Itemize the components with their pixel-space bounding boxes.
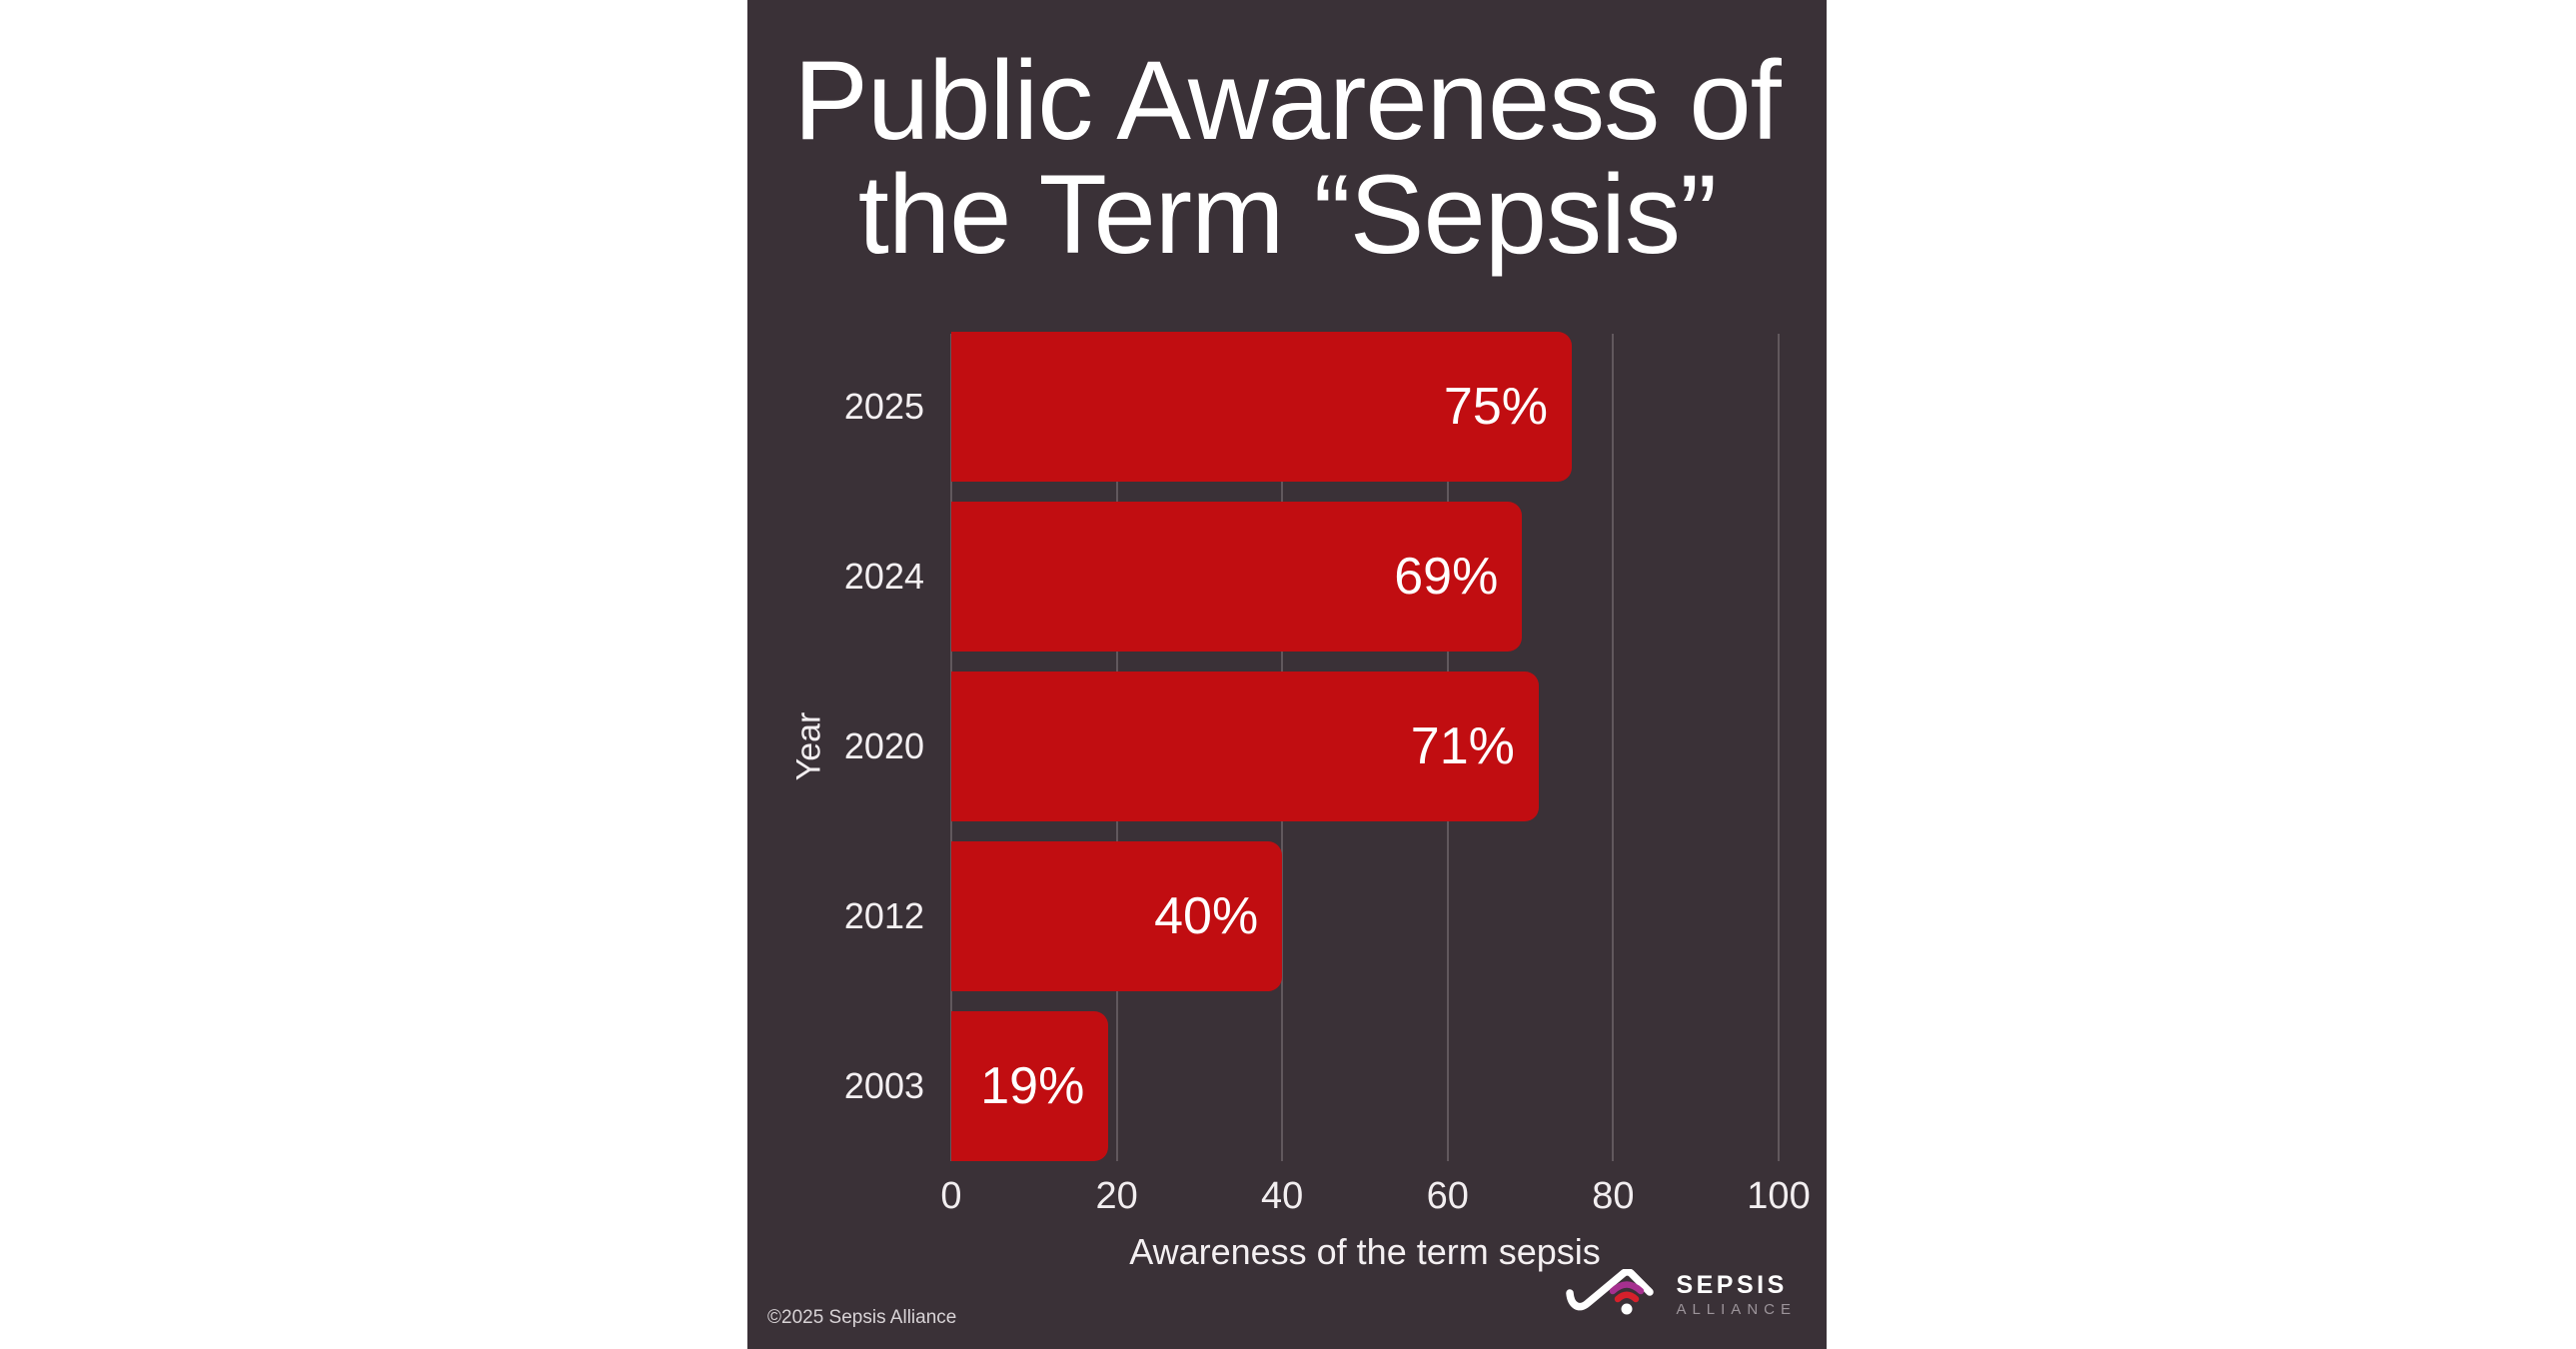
x-tick-label-0: 0 [940,1175,962,1217]
plot-area: 2025 75% 2024 69% 2020 71% 2012 40% 2003 19% [844,332,1780,1161]
bar-2025: 75% [951,332,1572,482]
copyright-text: ©2025 Sepsis Alliance [767,1307,957,1328]
bars-layer: 2025 75% 2024 69% 2020 71% 2012 40% 2003 19% [844,332,1779,1161]
sepsis-alliance-logo: SEPSIS ALLIANCE [1566,1269,1797,1321]
y-tick-label-2003: 2003 [843,1065,924,1106]
y-tick-label-2024: 2024 [843,556,924,597]
bar-row-2024: 2024 69% [844,502,1779,652]
bar-row-2012: 2012 40% [844,841,1779,991]
chart-panel: Public Awareness of the Term “Sepsis” Ye… [747,0,1827,1349]
chart-title-line-2: the Term “Sepsis” [857,152,1718,278]
bar-2012: 40% [951,841,1283,991]
x-tick-label-100: 100 [1747,1175,1811,1217]
logo-wordmark: SEPSIS ALLIANCE [1676,1270,1797,1319]
logo-subname: ALLIANCE [1676,1301,1797,1318]
bar-value-label-2012: 40% [1154,887,1259,945]
y-tick-label-2012: 2012 [843,895,924,936]
gridline-100 [1778,334,1780,1161]
bar-value-label-2020: 71% [1410,717,1515,775]
chart-title-line-1: Public Awareness of [793,38,1782,163]
chart-title: Public Awareness of the Term “Sepsis” [747,38,1827,278]
x-tick-label-60: 60 [1426,1175,1469,1217]
bar-row-2003: 2003 19% [844,1011,1779,1161]
x-axis-tick-labels: 0 20 40 60 80 100 [940,1175,1810,1219]
logo-swoosh-icon [1566,1269,1655,1315]
x-tick-label-80: 80 [1592,1175,1635,1217]
y-tick-label-2025: 2025 [843,386,924,427]
x-tick-label-40: 40 [1261,1175,1304,1217]
y-tick-label-2020: 2020 [843,725,924,766]
bar-row-2020: 2020 71% [844,672,1779,821]
x-tick-label-20: 20 [1095,1175,1138,1217]
bar-2020: 71% [951,672,1539,821]
gridline-80 [1612,334,1615,1161]
logo-name: SEPSIS [1676,1270,1788,1299]
bar-2024: 69% [951,502,1523,652]
bar-value-label-2024: 69% [1394,548,1499,606]
x-axis-title: Awareness of the term sepsis [1129,1231,1601,1272]
bar-value-label-2003: 19% [980,1057,1085,1115]
y-axis-title: Year [789,711,828,781]
bar-value-label-2025: 75% [1443,378,1548,436]
bar-2003: 19% [951,1011,1109,1161]
bar-row-2025: 2025 75% [844,332,1779,482]
